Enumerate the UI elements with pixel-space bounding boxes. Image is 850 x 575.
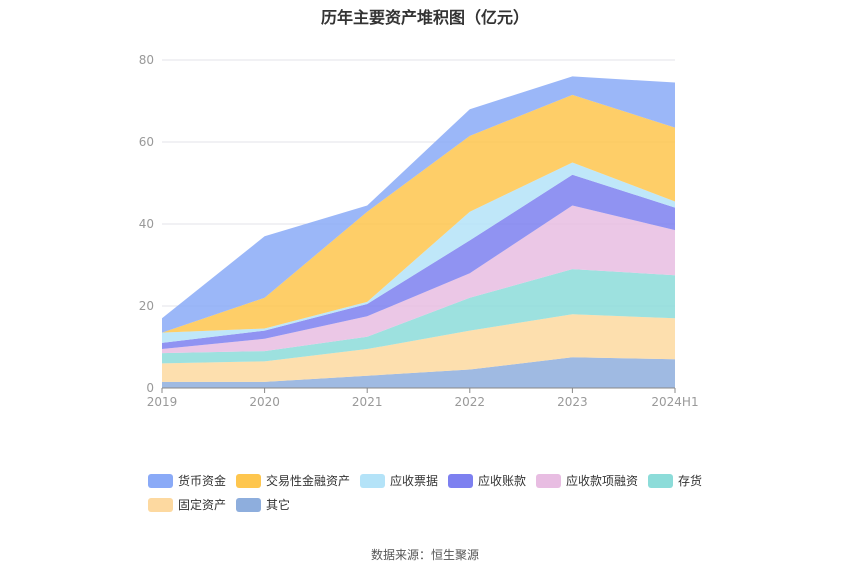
area-series-2[interactable] xyxy=(162,314,675,382)
legend-item[interactable]: 货币资金 xyxy=(148,472,226,489)
legend-swatch xyxy=(360,473,385,488)
y-tick-label: 60 xyxy=(139,135,154,149)
legend-swatch xyxy=(236,497,261,512)
y-tick-label: 40 xyxy=(139,217,154,231)
x-tick-label: 2020 xyxy=(249,395,280,409)
x-tick-label: 2024H1 xyxy=(651,395,698,409)
legend-item[interactable]: 存货 xyxy=(648,472,702,489)
area-series-5[interactable] xyxy=(162,174,675,350)
legend-label: 固定资产 xyxy=(178,498,227,512)
legend-item[interactable]: 应收款项融资 xyxy=(536,472,638,489)
x-tick-label: 2023 xyxy=(557,395,588,409)
x-tick-label: 2019 xyxy=(147,395,178,409)
x-tick-label: 2021 xyxy=(352,395,383,409)
legend-label: 应收票据 xyxy=(390,474,439,488)
legend-item[interactable]: 固定资产 xyxy=(148,496,226,513)
legend-swatch xyxy=(448,473,473,488)
legend-swatch xyxy=(148,473,173,488)
area-series-4[interactable] xyxy=(162,205,675,354)
area-series-3[interactable] xyxy=(162,269,675,364)
legend-swatch xyxy=(236,473,261,488)
area-series-7[interactable] xyxy=(162,94,675,333)
legend-item[interactable]: 应收账款 xyxy=(448,472,526,489)
area-series xyxy=(162,76,675,388)
x-tick-label: 2022 xyxy=(455,395,486,409)
legend-label: 存货 xyxy=(678,474,703,488)
legend-label: 货币资金 xyxy=(178,474,227,488)
y-tick-label: 80 xyxy=(139,53,154,67)
legend-item[interactable]: 交易性金融资产 xyxy=(236,472,350,489)
axes: 0 20 40 60 80 2019 2020 2021 2022 2023 2024H1 xyxy=(139,53,699,409)
legend-item[interactable]: 应收票据 xyxy=(360,472,438,489)
legend-label: 其它 xyxy=(266,498,291,512)
area-series-8[interactable] xyxy=(162,76,675,333)
legend-swatch xyxy=(536,473,561,488)
legend-swatch xyxy=(648,473,673,488)
legend-label: 交易性金融资产 xyxy=(266,474,351,488)
legend-label: 应收款项融资 xyxy=(566,474,639,488)
chart-title: 历年主要资产堆积图（亿元） xyxy=(320,8,529,27)
data-source: 数据来源：恒生聚源 xyxy=(370,548,479,562)
legend-swatch xyxy=(148,497,173,512)
y-tick-label: 20 xyxy=(139,299,154,313)
legend-label: 应收账款 xyxy=(478,474,527,488)
y-tick-label: 0 xyxy=(146,381,154,395)
legend-item[interactable]: 其它 xyxy=(236,496,290,513)
